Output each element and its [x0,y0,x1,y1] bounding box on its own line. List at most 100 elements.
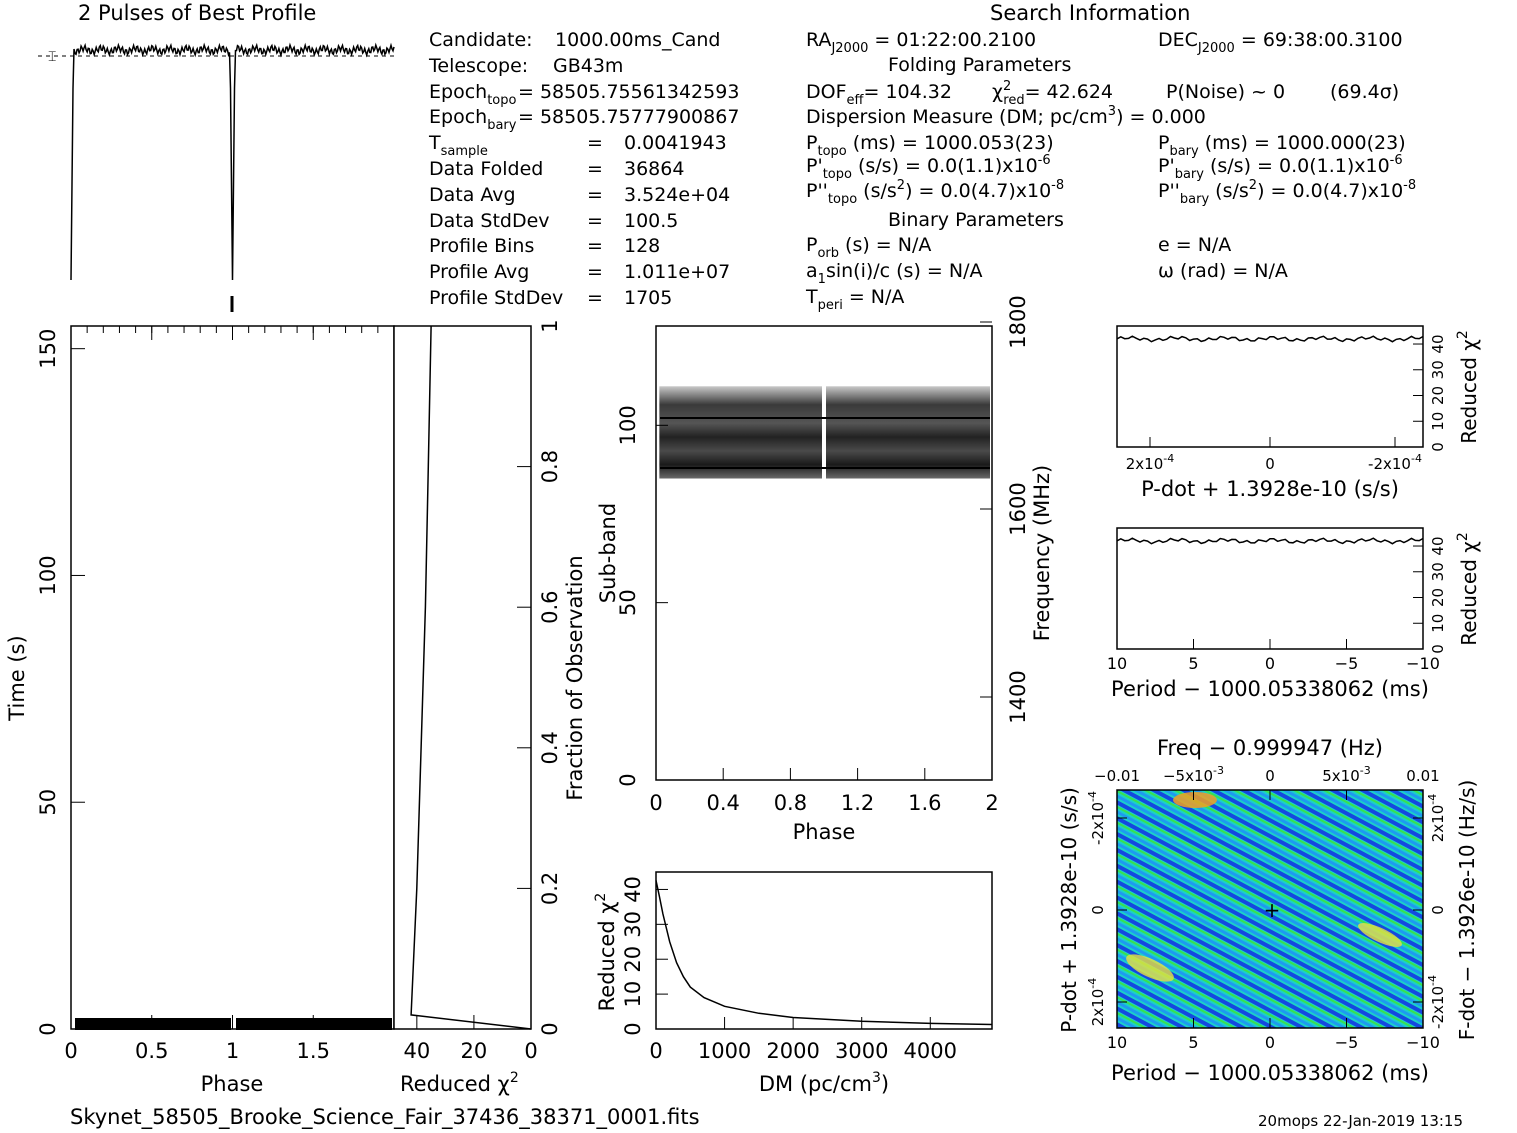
tc-ytick-label-5: 1 [538,319,562,332]
folding-title: Folding Parameters [888,54,1071,76]
period-chi2-frame [1116,527,1424,650]
dm-xtick-label-0: 0 [649,1039,662,1063]
tp-ytick-label-1: 50 [36,789,60,816]
period-xtick-label-2: 0 [1265,654,1275,673]
pdot-ytick-label-3: 30 [1429,360,1447,379]
period-xtick-label-0: 10 [1107,654,1127,673]
sigma-value: (69.4σ) [1330,81,1399,103]
time-phase-dark-band [75,1018,231,1030]
pp-ytick-label-2: 2x10-4 [1086,978,1107,1026]
time-chi2-ylabel: Fraction of Observation [563,555,587,800]
info-value-0: 1000.00ms_Cand [555,29,721,51]
info-label-10: Profile StdDev [429,287,563,309]
pp-x2tick-label-2: 0 [1265,767,1275,785]
tc-ytick-label-0: 0 [538,1022,562,1035]
p-pdot-hot-spot [1173,792,1217,808]
subband-band-left [659,386,822,479]
pp-y2tick-label-1: 0 [1429,905,1447,915]
chi2-value: = 42.624 [1025,81,1113,103]
period-xtick-label-1: 5 [1188,654,1198,673]
ptopo-value: (ms) = 1000.053(23) [853,132,1054,154]
period-xtick-label-3: −5 [1335,654,1359,673]
profile-error-marker: ⌶ [48,49,56,65]
info-value-8: 128 [624,235,660,257]
info-label-9: Profile Avg [429,261,529,283]
dof-value: = 104.32 [863,81,951,103]
period-ytick-label-3: 30 [1429,562,1447,581]
time-chi2-panel: 40 20 00 0.2 0.4 0.6 0.8 1 Reduced χ2 Fraction … [393,319,587,1096]
dm-ytick-label-3: 30 [621,911,645,938]
info-label-2: Epochtopo [429,81,516,108]
binary-title: Binary Parameters [888,209,1064,231]
pbary-value: (ms) = 1000.000(23) [1205,132,1406,154]
info-value-7: 100.5 [624,210,678,232]
period-ytick-label-4: 40 [1429,536,1447,555]
info-eq-9: = [587,261,603,283]
pdot-ytick-label-0: 0 [1429,442,1447,452]
period-xlabel: Period − 1000.05338062 (ms) [1111,677,1429,701]
subband-band-right [826,386,990,479]
svg-text:Tperi= N/A: Tperi = N/A [805,286,904,313]
period-chi2-line [1116,537,1424,545]
profile-panel: ⌶ [38,42,396,312]
pdot-ytick-label-2: 20 [1429,386,1447,405]
sb-y2tick-label-1: 1600 [1006,482,1030,535]
p-pdot-panel: Freq − 0.999947 (Hz) + 10 5 0 −5 −10 −0.01 −5x… [1057,736,1479,1085]
pp-x2tick-label-0: −0.01 [1094,767,1140,785]
dm-frame [655,871,993,1030]
info-label-3: Epochbary [429,106,517,133]
dm-panel: 0 1000 2000 3000 4000 0 10 20 30 40 DM (pc/cm3) R… [593,871,993,1096]
pp-x2tick-label-1: −5x10-3 [1163,764,1224,785]
p-pdot-y2label: F-dot − 1.3926e-10 (Hz/s) [1455,780,1479,1041]
dm-xtick-label-3: 3000 [835,1039,888,1063]
dm-xlabel: DM (pc/cm3) [759,1070,889,1096]
pp-xtick-label-4: −10 [1406,1033,1440,1052]
svg-text:Porb(s) = N/A: Porb (s) = N/A [806,234,931,261]
pp-ytick-label-0: -2x10-4 [1086,791,1107,845]
time-phase-xlabel: Phase [201,1072,264,1096]
pp-xtick-label-2: 0 [1265,1033,1275,1052]
dm-ytick-label-4: 40 [621,876,645,903]
info-label-5: Data Folded [429,158,543,180]
pdot-ytick-label-4: 40 [1429,334,1447,353]
info-eq-4: = [587,132,603,154]
info-eq-8: = [587,235,603,257]
time-chi2-frame [393,325,532,1030]
pp-xtick-label-0: 10 [1107,1033,1127,1052]
search-title: Search Information [990,1,1190,25]
sb-xtick-label-3: 1.2 [841,791,874,815]
sb-ytick-label-0: 0 [616,773,640,786]
pdot-xlabel: P-dot + 1.3928e-10 (s/s) [1141,477,1399,501]
info-value-2: = 58505.75561342593 [518,81,739,103]
info-label-1: Telescope: [428,55,528,77]
profile-title: 2 Pulses of Best Profile [78,1,316,25]
info-eq-5: = [587,158,603,180]
period-ytick-label-2: 20 [1429,588,1447,607]
info-label-6: Data Avg [429,184,516,206]
info-value-5: 36864 [624,158,684,180]
tc-ytick-label-3: 0.6 [538,590,562,623]
dm-xtick-label-4: 4000 [904,1039,957,1063]
pdot-chi2-panel: 2x10-4 0 -2x10-4 0 10 20 30 40 P-dot + 1.3928e-… [1116,325,1481,501]
info-value-10: 1705 [624,287,672,309]
sb-xtick-label-2: 0.8 [774,791,807,815]
ecc-value: e = N/A [1158,234,1231,256]
time-phase-ticks: 0 0.5 1 1.5 0 50 100 150 [36,326,395,1063]
info-value-1: GB43m [553,55,623,77]
time-chi2-line [410,325,532,1030]
p-pdot-xlabel: Period − 1000.05338062 (ms) [1111,1061,1429,1085]
pdot-ytick-label-1: 10 [1429,412,1447,431]
pp-xtick-label-1: 5 [1188,1033,1198,1052]
info-label-4: Tsample [428,132,488,159]
tp-ytick-label-0: 0 [36,1022,60,1035]
dm-value: ) = 0.000 [1116,106,1206,128]
p-pdot-ticks: 10 5 0 −5 −10 −0.01 −5x10-3 0 5x10-3 0.01 -2x10-4 0… [1086,764,1447,1052]
dm-xtick-label-1: 1000 [698,1039,751,1063]
pnoise-value: P(Noise) ~ 0 [1166,81,1285,103]
p-pdot-best-marker: + [1264,898,1281,922]
subband-ticks: 0 0.4 0.8 1.2 1.6 2 0 50 100 1400 1600 1800 [616,295,1030,815]
pdot-xtick-label-0: 2x10-4 [1126,452,1174,473]
tc-xtick-label-1: 20 [461,1039,488,1063]
